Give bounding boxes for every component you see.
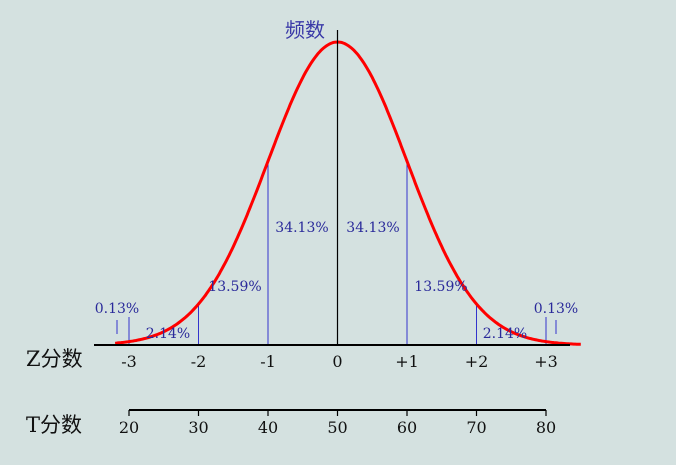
y-axis-label: 频数 <box>285 18 325 42</box>
t-tick-labels: 20 30 40 50 60 70 80 <box>119 418 556 437</box>
t-tick-label: 50 <box>327 418 347 437</box>
z-tick-label: +3 <box>534 352 558 371</box>
z-axis-title: Z分数 <box>26 347 83 371</box>
region-percentage-label: 34.13% <box>275 220 328 236</box>
z-tick-label: -1 <box>260 352 276 371</box>
t-tick-label: 80 <box>536 418 556 437</box>
t-axis-ticks <box>128 410 547 416</box>
region-percentage-label: 0.13% <box>534 301 578 317</box>
region-percentage-label: 13.59% <box>208 279 261 295</box>
z-tick-labels: -3 -2 -1 0 +1 +2 +3 <box>121 352 558 371</box>
t-tick-label: 40 <box>258 418 278 437</box>
percentage-labels: 0.13% 2.14% 13.59% 34.13% 34.13% 13.59% 2.14% 0… <box>95 220 578 342</box>
region-percentage-label: 34.13% <box>346 220 399 236</box>
region-percentage-label: 2.14% <box>483 326 527 342</box>
region-percentage-label: 2.14% <box>146 326 190 342</box>
t-tick-label: 20 <box>119 418 139 437</box>
t-tick-label: 30 <box>188 418 208 437</box>
normal-curve <box>114 40 581 346</box>
region-percentage-label: 0.13% <box>95 301 139 317</box>
t-tick-label: 70 <box>466 418 486 437</box>
z-tick-label: +1 <box>395 352 419 371</box>
z-tick-label: -2 <box>191 352 207 371</box>
region-percentage-label: 13.59% <box>414 279 467 295</box>
t-axis-title: T分数 <box>26 413 82 437</box>
region-dividers <box>128 161 547 345</box>
z-tick-label: 0 <box>332 352 342 371</box>
z-tick-label: +2 <box>465 352 489 371</box>
z-tick-label: -3 <box>121 352 137 371</box>
t-tick-label: 60 <box>397 418 417 437</box>
